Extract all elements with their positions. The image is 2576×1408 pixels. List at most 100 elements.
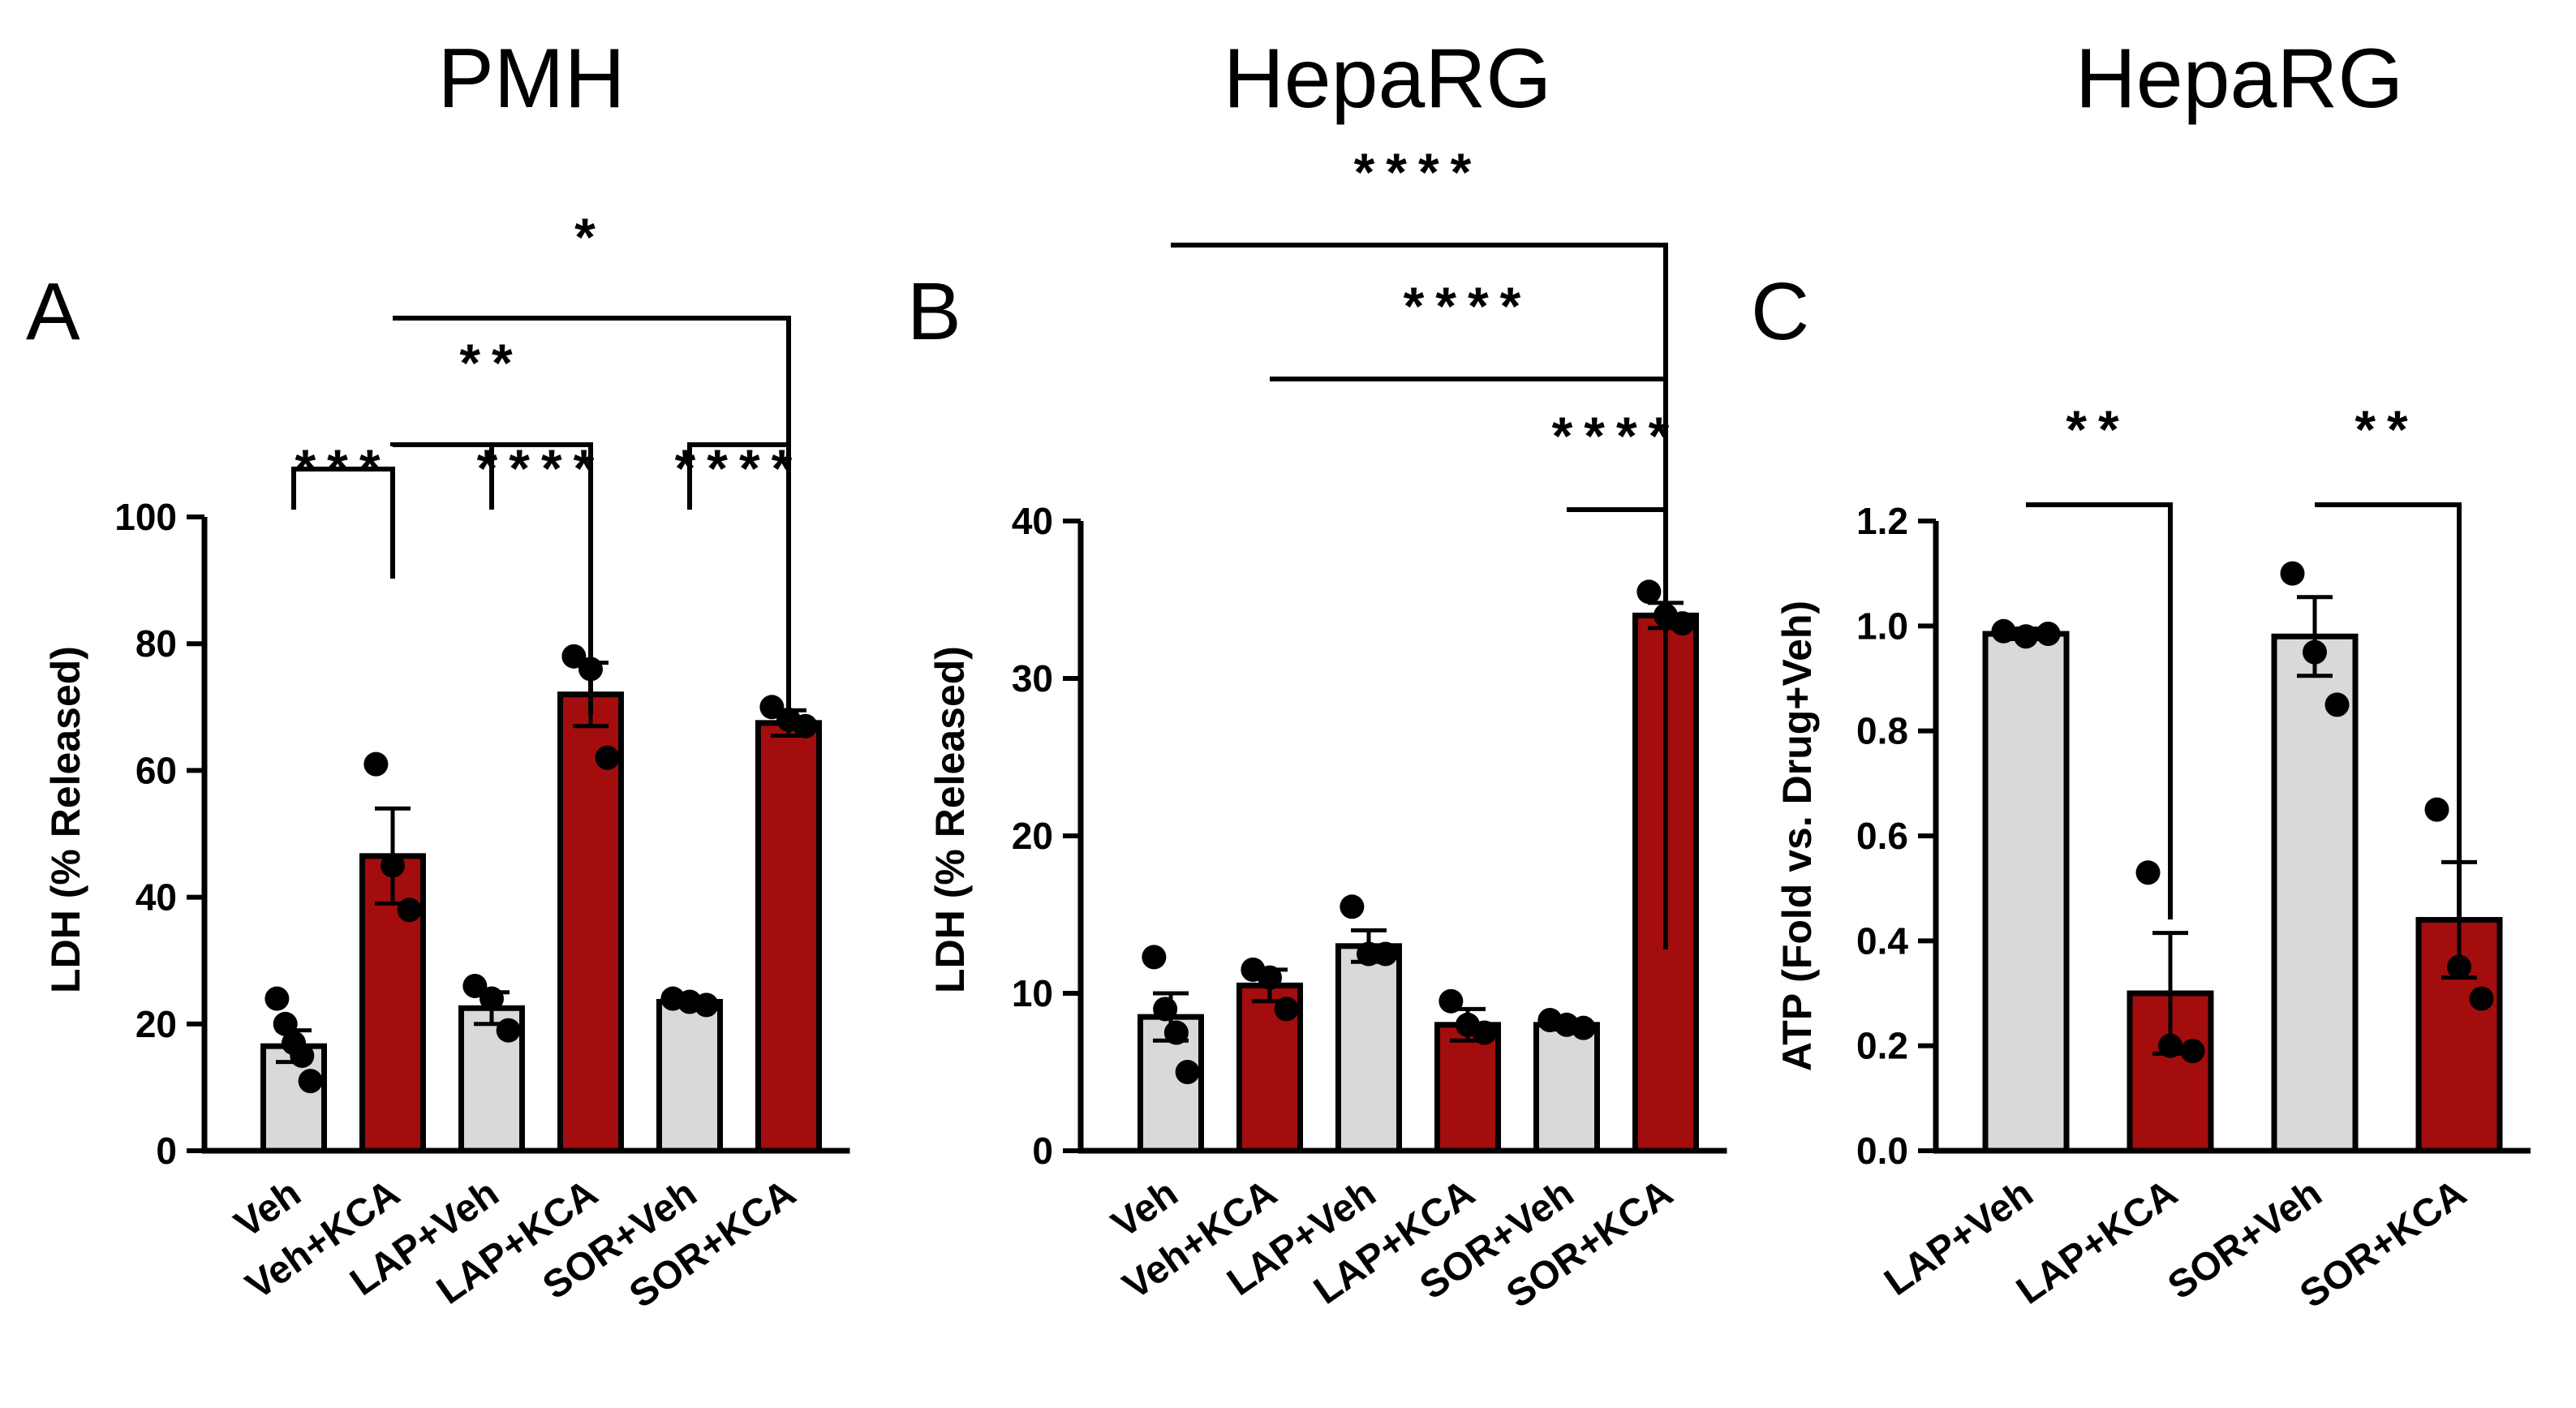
panel-c-y-axis-label: ATP (Fold vs. Drug+Veh): [1774, 601, 1820, 1071]
panel-a-data-point: [793, 713, 818, 738]
panel-c-y-tick-label: 1.0: [1856, 605, 1908, 647]
panel-b-data-point: [1153, 997, 1178, 1022]
panel-a-y-tick-label: 20: [135, 1003, 177, 1045]
panel-c-x-tick-label: LAP+KCA: [2009, 1172, 2185, 1313]
panel-a-data-point: [561, 644, 587, 669]
panel-b-significance-label: ****: [1354, 142, 1483, 202]
panel-c-data-point: [2324, 692, 2350, 717]
panel-a-data-point: [290, 1043, 315, 1068]
panel-c-plot: 0.00.20.40.60.81.01.2LAP+VehLAP+KCASOR+V…: [1856, 399, 2531, 1316]
panel-c: HepaRG C ATP (Fold vs. Drug+Veh) 0.0 0.2 0…: [1751, 32, 2531, 1316]
panel-b-title: HepaRG: [1223, 32, 1552, 126]
panel-c-data-point: [2303, 639, 2327, 665]
panel-b-bar-4: [1434, 1022, 1501, 1154]
panel-b-y-axis-label: LDH (% Released): [927, 646, 973, 993]
panel-a-data-point: [496, 1018, 521, 1043]
panel-a-data-point: [381, 853, 405, 878]
panel-b-y-tick-label: 0: [1032, 1130, 1053, 1172]
panel-a-plot: 020406080100VehVeh+KCALAP+VehLAP+KCASOR+…: [114, 207, 850, 1316]
panel-a-y-tick-label: 80: [135, 622, 177, 665]
panel-a-data-point: [363, 751, 389, 777]
panel-c-y-tick-label: 0.6: [1856, 815, 1908, 857]
panel-a-significance-label: ****: [477, 438, 606, 498]
panel-b-significance-bracket: [1171, 243, 1668, 949]
panel-a-significance-bracket: [291, 467, 395, 579]
panel-c-data-point: [2036, 622, 2061, 647]
panel-a-title: PMH: [437, 32, 625, 126]
panel-b-data-point: [1142, 945, 1167, 970]
panel-b-bar-5: [1533, 1022, 1600, 1154]
panel-c-bar-3: [2271, 633, 2359, 1154]
panel-a-y-tick-label: 60: [135, 749, 177, 791]
panel-a-data-point: [759, 695, 785, 720]
panel-a-data-point: [397, 898, 422, 923]
panel-c-y-tick-label: 1.2: [1856, 500, 1908, 542]
panel-c-y-tick-label: 0.0: [1856, 1130, 1908, 1172]
panel-a-significance-label: **: [459, 333, 523, 393]
panel-b-data-point: [1357, 941, 1381, 967]
panel-b-data-point: [1439, 988, 1464, 1014]
panel-a-significance-label: ***: [295, 438, 391, 498]
panel-b-data-point: [1340, 894, 1365, 919]
panel-a-data-point: [595, 745, 620, 770]
panel-a-data-point: [273, 1011, 298, 1036]
panel-c-data-point: [2424, 797, 2449, 822]
panel-b-y-tick-label: 20: [1012, 815, 1053, 857]
panel-b-bar-3: [1335, 943, 1402, 1154]
panel-b-data-point: [1571, 1015, 1596, 1040]
panel-c-data-point: [2180, 1039, 2205, 1064]
panel-a-significance-label: *: [574, 207, 607, 267]
panel-a-bar-5: [656, 998, 723, 1154]
panel-b-data-point: [1258, 965, 1282, 990]
panel-b: HepaRG B LDH (% Released) 010203040VehVe…: [907, 32, 1727, 1316]
panel-c-data-point: [2469, 986, 2494, 1011]
panel-b-significance-label: ****: [1552, 406, 1681, 466]
panel-b-data-point: [1472, 1020, 1497, 1045]
panel-a-significance-bracket: [393, 316, 791, 714]
panel-a-data-point: [264, 986, 290, 1011]
panel-c-data-point: [2447, 954, 2471, 980]
panel-c-y-tick-label: 0.8: [1856, 710, 1908, 752]
panel-c-significance-bracket: [2315, 502, 2462, 919]
panel-a-y-tick-label: 0: [156, 1130, 177, 1172]
panel-b-data-point: [1163, 1020, 1189, 1045]
panel-b-data-point: [1636, 579, 1662, 605]
panel-c-bar-1: [1982, 631, 2070, 1154]
panel-a-y-axis-label: LDH (% Released): [43, 646, 88, 993]
panel-a-data-point: [462, 973, 488, 998]
panel-b-y-tick-label: 10: [1012, 972, 1053, 1014]
panel-b-data-point: [1274, 997, 1299, 1022]
panel-a-data-point: [694, 992, 719, 1018]
panel-b-data-point: [1670, 611, 1695, 636]
panel-c-data-point: [2135, 860, 2161, 885]
panel-c-data-point: [2014, 624, 2038, 649]
panel-b-data-point: [1373, 941, 1398, 967]
panel-a-y-tick-label: 40: [135, 876, 177, 919]
panel-b-letter: B: [907, 266, 961, 357]
panel-a: PMH A LDH (% Released) 020406080100VehVe…: [26, 32, 850, 1316]
panel-a-bar-3: [458, 1005, 525, 1154]
panel-c-data-point: [1991, 618, 2016, 644]
panel-c-data-point: [2280, 561, 2305, 586]
panel-a-bar-4: [557, 691, 624, 1154]
panel-c-significance-label: **: [2355, 399, 2419, 459]
panel-a-y-tick-label: 100: [114, 496, 177, 538]
panel-b-plot: 010203040VehVeh+KCALAP+VehLAP+KCASOR+Veh…: [1012, 142, 1727, 1316]
panel-b-significance-label: ****: [1404, 276, 1533, 336]
panel-b-y-tick-label: 40: [1012, 500, 1053, 542]
panel-c-significance-label: **: [2066, 399, 2130, 459]
panel-c-y-tick-label: 0.4: [1856, 919, 1908, 962]
panel-a-letter: A: [26, 266, 80, 357]
panel-c-data-point: [2158, 1033, 2183, 1058]
panel-b-significance-bracket: [1567, 507, 1668, 588]
panel-a-bar-6: [755, 720, 822, 1154]
panel-a-data-point: [480, 986, 504, 1011]
panel-a-significance-label: ****: [675, 438, 804, 498]
panel-b-data-point: [1175, 1060, 1200, 1084]
panel-a-data-point: [298, 1069, 323, 1094]
panel-c-letter: C: [1751, 266, 1809, 357]
panel-a-significance-bracket: [390, 442, 593, 714]
panel-c-title: HepaRG: [2075, 32, 2404, 126]
panel-c-significance-bracket: [2026, 502, 2173, 919]
